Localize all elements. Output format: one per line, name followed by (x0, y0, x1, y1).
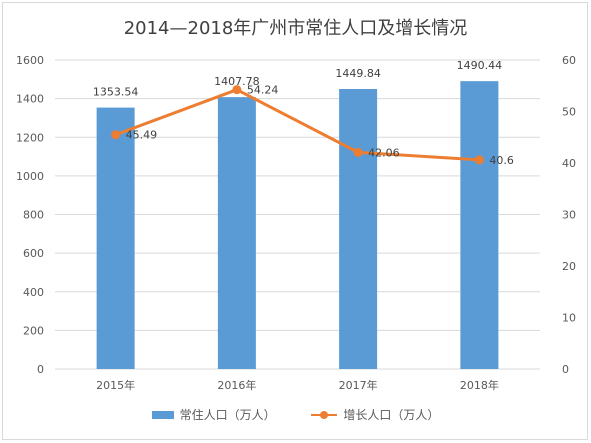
bar-data-label: 1353.54 (93, 86, 139, 99)
legend-label-population: 常住人口（万人） (179, 408, 276, 422)
y-right-tick-label: 0 (562, 363, 569, 376)
y-left-tick-label: 200 (23, 324, 44, 337)
legend-bar-swatch (151, 410, 174, 419)
x-tick-label: 2015年 (96, 378, 135, 392)
bar (339, 88, 378, 370)
y-right-tick-label: 40 (562, 157, 576, 170)
y-right-tick-label: 30 (562, 209, 576, 222)
x-tick-label: 2016年 (217, 378, 256, 392)
line-data-label: 40.6 (489, 154, 514, 167)
y-right-tick-label: 60 (562, 54, 576, 67)
line-point (111, 130, 121, 140)
chart-legend: 常住人口（万人） 增长人口（万人） (0, 406, 591, 423)
line-point (474, 155, 484, 165)
bar (460, 81, 499, 369)
y-left-tick-label: 1000 (16, 170, 44, 183)
y-right-tick-label: 20 (562, 260, 576, 273)
y-right-tick-label: 10 (562, 312, 576, 325)
legend-line-swatch (311, 410, 338, 419)
y-left-tick-label: 400 (23, 286, 44, 299)
y-left-tick-label: 1200 (16, 131, 44, 144)
y-left-tick-label: 800 (23, 209, 44, 222)
x-tick-label: 2018年 (460, 378, 499, 392)
bar (96, 107, 135, 369)
line-data-label: 54.24 (247, 84, 279, 97)
y-left-tick-label: 1600 (16, 54, 44, 67)
legend-item-population: 常住人口（万人） (151, 406, 276, 423)
bar-data-label: 1407.78 (214, 75, 260, 88)
y-left-tick-label: 600 (23, 247, 44, 260)
growth-line (115, 88, 480, 162)
line-point (353, 147, 363, 157)
y-left-tick-label: 0 (37, 363, 44, 376)
legend-item-growth: 增长人口（万人） (311, 406, 439, 423)
line-data-label: 45.49 (126, 129, 158, 142)
line-data-label: 42.06 (368, 146, 400, 159)
bar-data-label: 1449.84 (335, 67, 381, 80)
y-right-tick-label: 50 (562, 106, 576, 119)
bar (217, 97, 256, 369)
line-point (232, 85, 242, 95)
chart-title: 2014—2018年广州市常住人口及增长情况 (123, 18, 468, 39)
legend-label-growth: 增长人口（万人） (343, 408, 440, 422)
x-tick-label: 2017年 (339, 378, 378, 392)
y-left-tick-label: 1400 (16, 93, 44, 106)
bar-data-label: 1490.44 (457, 59, 503, 72)
